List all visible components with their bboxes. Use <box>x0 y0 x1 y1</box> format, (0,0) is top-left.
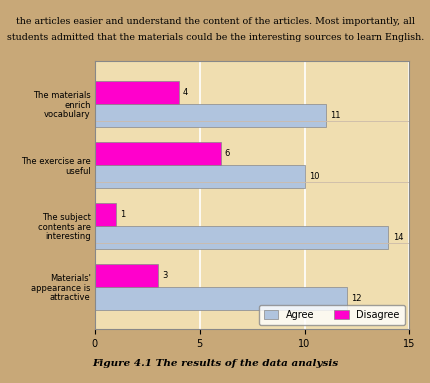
Text: 6: 6 <box>224 149 230 158</box>
Bar <box>95 264 157 287</box>
Text: Figure 4.1 The results of the data analysis: Figure 4.1 The results of the data analy… <box>92 359 338 368</box>
Bar <box>95 81 178 104</box>
Bar <box>95 203 116 226</box>
Bar <box>95 165 304 188</box>
Text: 3: 3 <box>162 271 167 280</box>
Text: 11: 11 <box>329 111 339 120</box>
Text: students admitted that the materials could be the interesting sources to learn E: students admitted that the materials cou… <box>7 33 423 41</box>
Text: 1: 1 <box>120 210 125 219</box>
Bar <box>95 287 346 310</box>
Bar <box>95 142 220 165</box>
Bar <box>95 104 325 127</box>
Text: 14: 14 <box>392 233 402 242</box>
Text: 10: 10 <box>308 172 319 181</box>
Text: the articles easier and understand the content of the articles. Most importantly: the articles easier and understand the c… <box>16 17 414 26</box>
Legend: Agree, Disagree: Agree, Disagree <box>258 305 404 324</box>
Text: 4: 4 <box>182 88 188 97</box>
Text: 12: 12 <box>350 294 360 303</box>
Bar <box>95 226 387 249</box>
